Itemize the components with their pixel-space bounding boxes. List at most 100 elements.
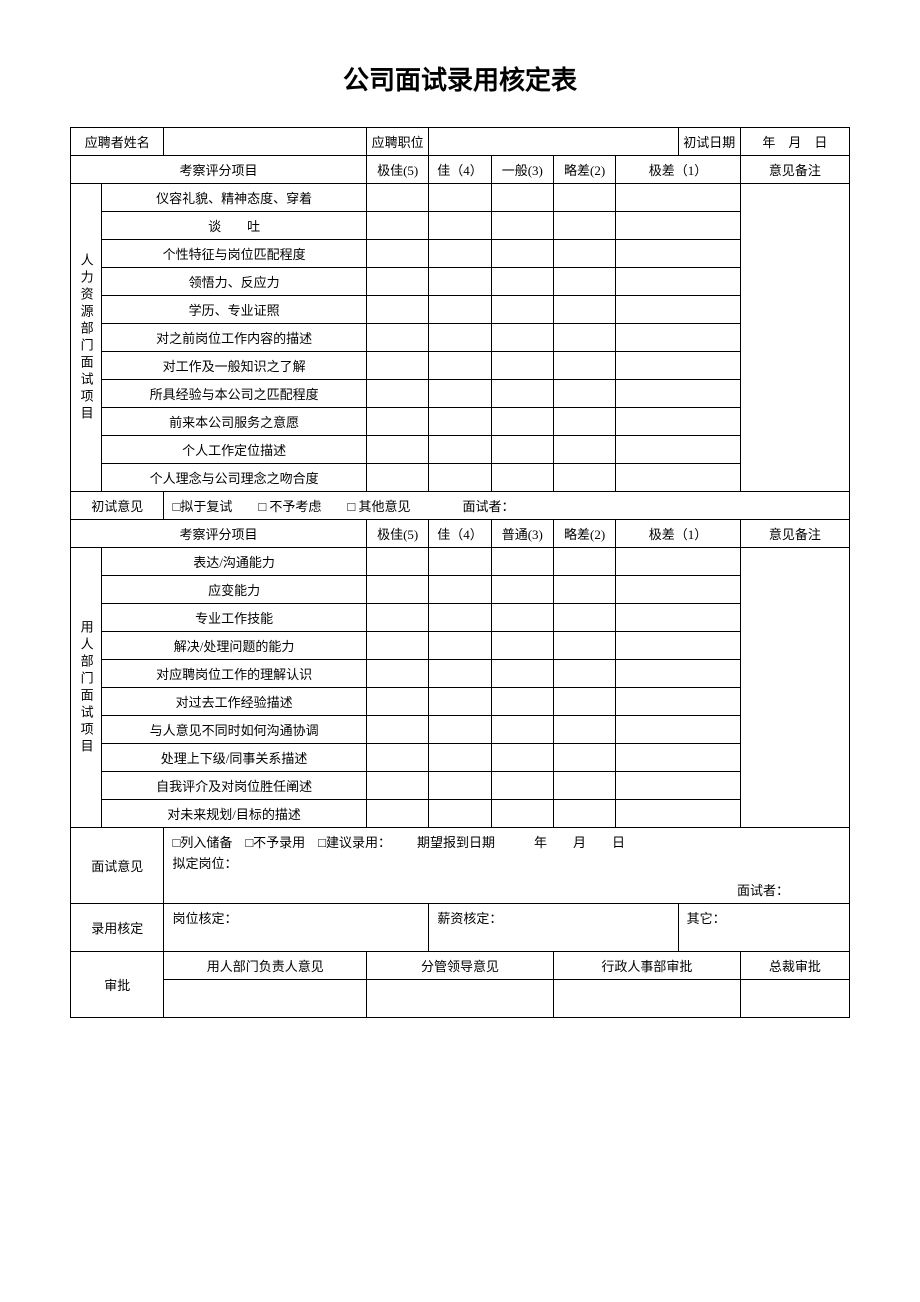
cell [429, 688, 491, 716]
table-row: 领悟力、反应力 [71, 268, 850, 296]
first-opinion-content: □拟于复试 □ 不予考虑 □ 其他意见 面试者： [164, 492, 850, 520]
cell [429, 772, 491, 800]
cell [491, 436, 553, 464]
cell [616, 464, 741, 492]
cell [553, 688, 615, 716]
cell [491, 380, 553, 408]
dept-item: 专业工作技能 [102, 604, 367, 632]
cell [491, 184, 553, 212]
cell [616, 772, 741, 800]
cell [367, 380, 429, 408]
table-row [71, 980, 850, 1018]
cell [429, 716, 491, 744]
cell [553, 324, 615, 352]
cell [429, 296, 491, 324]
page-title: 公司面试录用核定表 [70, 60, 850, 97]
date-value: 年 月 日 [740, 128, 849, 156]
cell [491, 800, 553, 828]
table-row: 专业工作技能 [71, 604, 850, 632]
cell [367, 660, 429, 688]
score2-c4: 佳（4） [429, 520, 491, 548]
opinion-l1: □列入储备 □不予录用 □建议录用： 期望报到日期 年 月 日 [172, 832, 845, 851]
interview-opinion-line3: 面试者： [164, 876, 850, 904]
cell [553, 296, 615, 324]
cell [429, 800, 491, 828]
cell [429, 324, 491, 352]
table-row: 面试者： [71, 876, 850, 904]
cell [491, 576, 553, 604]
cell [367, 240, 429, 268]
cell [429, 632, 491, 660]
score-c5: 极佳(5) [367, 156, 429, 184]
interview-opinion-label: 面试意见 [71, 828, 164, 904]
cell [553, 408, 615, 436]
cell [491, 352, 553, 380]
table-row: 应变能力 [71, 576, 850, 604]
hire-salary: 薪资核定： [429, 904, 678, 952]
cell [553, 576, 615, 604]
cell [429, 604, 491, 632]
cell [616, 716, 741, 744]
cell [367, 184, 429, 212]
table-row: 人力资源部门面试项目 仪容礼貌、精神态度、穿着 [71, 184, 850, 212]
cell [553, 240, 615, 268]
cell [616, 184, 741, 212]
cell [429, 660, 491, 688]
cell [616, 380, 741, 408]
dept-item: 应变能力 [102, 576, 367, 604]
hr-item: 个人理念与公司理念之吻合度 [102, 464, 367, 492]
cell [616, 436, 741, 464]
table-row: 对之前岗位工作内容的描述 [71, 324, 850, 352]
approval-a2-cell [367, 980, 554, 1018]
cell [491, 240, 553, 268]
dept-item: 对过去工作经验描述 [102, 688, 367, 716]
hire-pos: 岗位核定： [164, 904, 429, 952]
table-row: 学历、专业证照 [71, 296, 850, 324]
cell [616, 268, 741, 296]
cell [616, 688, 741, 716]
cell [553, 548, 615, 576]
approval-a3: 行政人事部审批 [553, 952, 740, 980]
position-value [429, 128, 678, 156]
approval-a1-cell [164, 980, 367, 1018]
approval-form-table: 应聘者姓名 应聘职位 初试日期 年 月 日 考察评分项目 极佳(5) 佳（4） … [70, 127, 850, 1018]
table-row: 个人工作定位描述 [71, 436, 850, 464]
approval-a3-cell [553, 980, 740, 1018]
hr-item: 前来本公司服务之意愿 [102, 408, 367, 436]
cell [429, 548, 491, 576]
score-c1: 极差（1） [616, 156, 741, 184]
table-row: 所具经验与本公司之匹配程度 [71, 380, 850, 408]
cell [429, 576, 491, 604]
cell [491, 324, 553, 352]
score2-remark: 意见备注 [740, 520, 849, 548]
cell [616, 632, 741, 660]
cell [429, 436, 491, 464]
cell [367, 212, 429, 240]
table-row: 个性特征与岗位匹配程度 [71, 240, 850, 268]
cell [367, 324, 429, 352]
cell [367, 632, 429, 660]
position-label: 应聘职位 [367, 128, 429, 156]
hr-item: 领悟力、反应力 [102, 268, 367, 296]
table-row: 应聘者姓名 应聘职位 初试日期 年 月 日 [71, 128, 850, 156]
dept-item: 处理上下级/同事关系描述 [102, 744, 367, 772]
hr-remark-cell [740, 184, 849, 492]
hire-approval-label: 录用核定 [71, 904, 164, 952]
cell [616, 408, 741, 436]
table-row: 对应聘岗位工作的理解认识 [71, 660, 850, 688]
cell [553, 212, 615, 240]
score-item-label2: 考察评分项目 [71, 520, 367, 548]
interview-opinion-line1: □列入储备 □不予录用 □建议录用： 期望报到日期 年 月 日 拟定岗位： [164, 828, 850, 877]
table-row: 与人意见不同时如何沟通协调 [71, 716, 850, 744]
cell [429, 744, 491, 772]
approval-a2: 分管领导意见 [367, 952, 554, 980]
table-row: 初试意见 □拟于复试 □ 不予考虑 □ 其他意见 面试者： [71, 492, 850, 520]
cell [367, 772, 429, 800]
cell [491, 212, 553, 240]
cell [491, 716, 553, 744]
cell [491, 772, 553, 800]
cell [491, 632, 553, 660]
hr-item: 对之前岗位工作内容的描述 [102, 324, 367, 352]
score2-c3: 普通(3) [491, 520, 553, 548]
cell [616, 604, 741, 632]
